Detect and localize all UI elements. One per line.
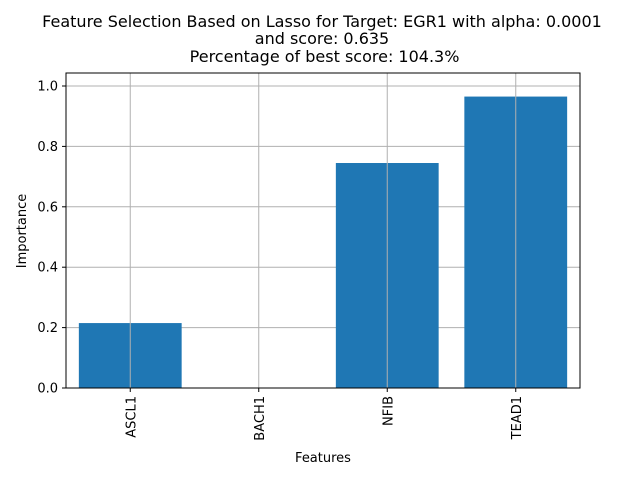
x-tick-label: NFIB: [381, 396, 396, 426]
chart-title-line-1: Feature Selection Based on Lasso for Tar…: [42, 12, 602, 31]
grid-vertical: [129, 73, 517, 388]
x-axis-label: Features: [295, 451, 351, 466]
x-tick-label: BACH1: [253, 396, 268, 441]
y-tick-label: 1.0: [37, 80, 58, 95]
x-tick-label: ASCL1: [124, 396, 139, 438]
chart-title: Feature Selection Based on Lasso for Tar…: [42, 12, 602, 66]
x-tick-label: TEAD1: [510, 396, 525, 440]
chart-title-line-2: and score: 0.635: [255, 29, 389, 48]
plot-frame: [65, 72, 581, 389]
y-axis-label: Importance: [15, 194, 30, 269]
y-tick-label: 0.2: [37, 321, 58, 336]
x-axis-ticks: ASCL1 BACH1 NFIB TEAD1: [124, 388, 525, 441]
chart-title-line-3: Percentage of best score: 104.3%: [185, 47, 460, 66]
y-tick-label: 0.0: [37, 382, 58, 397]
y-tick-label: 0.8: [37, 140, 58, 155]
y-tick-label: 0.6: [37, 200, 58, 215]
y-tick-label: 0.4: [37, 261, 58, 276]
y-axis-ticks: 0.0 0.2 0.4 0.6 0.8 1.0: [37, 80, 66, 397]
